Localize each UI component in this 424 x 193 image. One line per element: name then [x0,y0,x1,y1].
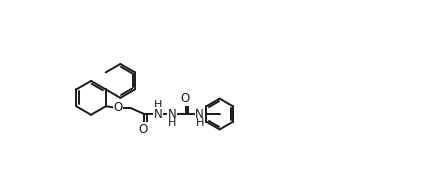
Text: N: N [153,108,162,120]
Text: N: N [195,108,204,120]
Text: O: O [139,123,148,136]
Text: H: H [195,118,204,128]
Text: O: O [180,92,190,105]
Text: N: N [167,108,176,120]
Text: H: H [168,118,176,128]
Text: O: O [113,101,123,114]
Text: H: H [154,100,162,110]
